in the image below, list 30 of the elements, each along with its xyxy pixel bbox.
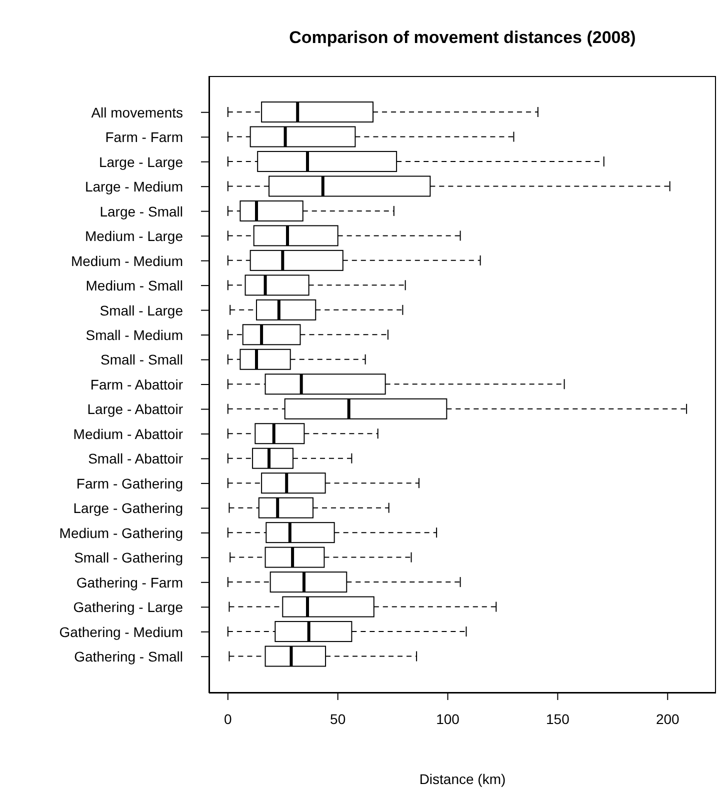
y-tick-label: Large - Gathering <box>73 500 183 516</box>
y-tick-label: Farm - Abattoir <box>90 376 184 392</box>
x-tick-label: 100 <box>436 710 460 727</box>
chart-title: Comparison of movement distances (2008) <box>288 27 637 49</box>
y-tick-label: Medium - Medium <box>70 252 183 269</box>
y-tick-label: Farm - Gathering <box>76 475 183 492</box>
y-tick-label: Gathering - Medium <box>59 624 183 640</box>
y-tick-label: Gathering - Large <box>73 599 184 616</box>
x-tick-label: 50 <box>330 710 346 727</box>
x-tick-label: 150 <box>546 710 570 727</box>
y-tick-label: Small - Gathering <box>74 550 183 566</box>
y-tick-label: Farm - Farm <box>105 129 183 146</box>
y-tick-label: Small - Abattoir <box>88 450 184 467</box>
y-tick-label: Gathering - Small <box>74 648 183 665</box>
y-tick-label: Large - Large <box>98 154 184 170</box>
y-tick-label: Large - Abattoir <box>87 401 184 418</box>
y-tick-label: Large - Small <box>100 203 183 220</box>
y-tick-label: Small - Small <box>100 352 183 368</box>
y-tick-label: Medium - Large <box>84 228 184 244</box>
y-tick-label: Large - Medium <box>84 178 183 195</box>
y-tick-label: All movements <box>91 104 183 120</box>
y-tick-label: Medium - Small <box>86 278 183 294</box>
x-axis-title: Distance (km) <box>419 771 506 787</box>
y-tick-label: Small - Large <box>100 302 184 318</box>
x-tick-label: 0 <box>224 710 232 727</box>
y-tick-label: Gathering - Farm <box>76 574 183 590</box>
y-tick-label: Medium - Abattoir <box>73 426 184 442</box>
x-tick-label: 200 <box>656 710 680 727</box>
y-tick-label: Medium - Gathering <box>59 524 183 541</box>
y-tick-label: Small - Medium <box>86 326 183 343</box>
